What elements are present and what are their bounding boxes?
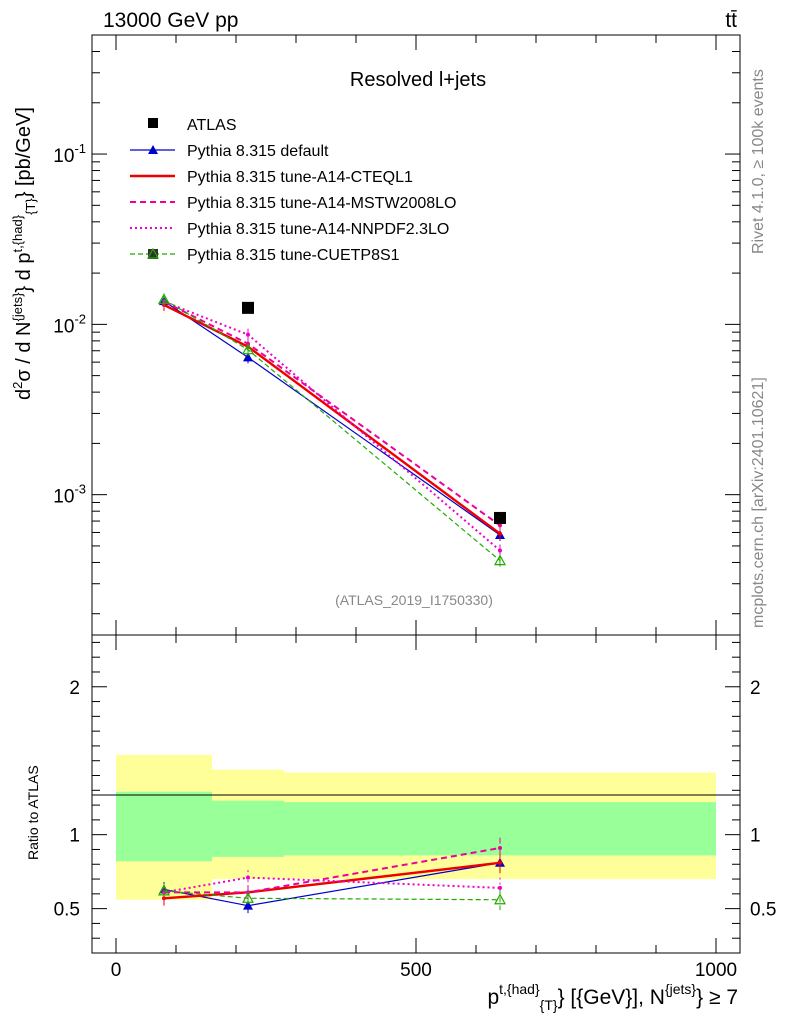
rivet-watermark: Rivet 4.1.0, ≥ 100k events: [750, 69, 767, 254]
ratio-line-cuetp8s1: [163, 890, 501, 901]
main-y-axis-label: d2σ / d N{jets}} d pt,{had}{T}} [pb/GeV]: [10, 107, 38, 400]
ratio-y-tick-label-right: 1: [750, 826, 761, 847]
main-y-tick-label: 10-1: [53, 141, 86, 167]
main-line-cuetp8s1: [163, 298, 501, 562]
legend-label-nnpdf: Pythia 8.315 tune-A14-NNPDF2.3LO: [187, 221, 449, 238]
main-line-nnpdf: [163, 300, 501, 552]
main-marker-cteql1: [498, 531, 502, 536]
ratio-band-green: [116, 791, 212, 862]
ratio-marker-mstw: [498, 845, 502, 850]
main-series: [157, 293, 507, 567]
ratio-marker-nnpdf: [246, 875, 250, 880]
ratio-y-axis-label: Ratio to ATLAS: [25, 765, 41, 860]
ratio-y-tick-label-right: 0.5: [750, 900, 776, 921]
ratio-y-tick-label-left: 2: [69, 678, 80, 699]
main-marker-mstw: [498, 523, 502, 528]
x-tick-label: 500: [400, 960, 432, 981]
legend-label-cteql1: Pythia 8.315 tune-A14-CTEQL1: [187, 169, 413, 186]
main-axis-ticks: 10-3 10-2 10-1: [53, 34, 740, 635]
legend-marker-cuetp8s1: [146, 247, 160, 259]
legend-marker-default: [148, 145, 158, 154]
legend-label-default: Pythia 8.315 default: [187, 143, 329, 160]
chart-title: Resolved l+jets: [350, 69, 486, 91]
energy-label: 13000 GeV pp: [103, 9, 238, 32]
analysis-label: (ATLAS_2019_I1750330): [335, 592, 493, 608]
main-marker-nnpdf: [498, 548, 502, 553]
main-marker-cuetp8s1: [493, 554, 507, 566]
ratio-marker-cuetp8s1: [493, 893, 507, 905]
legend-label-mstw: Pythia 8.315 tune-A14-MSTW2008LO: [187, 195, 456, 212]
atlas-data-points: [242, 301, 506, 524]
ratio-band-green: [212, 800, 284, 857]
main-y-tick-label: 10-2: [53, 311, 86, 337]
ratio-marker-cuetp8s1: [157, 884, 171, 896]
ratio-marker-nnpdf: [498, 885, 502, 890]
legend: ATLAS Pythia 8.315 default Pythia 8.315 …: [130, 117, 456, 264]
main-panel: 10-3 10-2 10-1 Resolved l+jets (ATLAS_2019…: [10, 34, 741, 636]
main-marker-nnpdf: [246, 332, 250, 337]
process-label: tt̄: [725, 9, 737, 32]
legend-label-cuetp8s1: Pythia 8.315 tune-CUETP8S1: [187, 247, 400, 264]
ratio-line-nnpdf: [163, 876, 501, 894]
x-tick-label: 0: [111, 960, 122, 981]
main-line-default: [163, 300, 501, 536]
atlas-data-point: [242, 301, 254, 314]
main-y-tick-label: 10-3: [53, 482, 86, 508]
main-marker-default: [243, 352, 253, 362]
ratio-y-tick-label-right: 2: [750, 678, 761, 699]
x-axis-label: pt,{had}{T}} [{GeV}], N{jets}} ≥ 7: [487, 981, 738, 1013]
main-marker-cuetp8s1: [157, 293, 171, 305]
svg-text:d2σ / d N{jets}} d pt,{had}{T}: d2σ / d N{jets}} d pt,{had}{T}} [pb/GeV]: [10, 107, 38, 400]
ratio-marker-default: [243, 900, 253, 910]
x-tick-label: 1000: [695, 960, 737, 981]
ratio-uncertainty-bands: [116, 754, 716, 900]
legend-box-cuetp8s1: [148, 249, 158, 259]
legend-label-atlas: ATLAS: [187, 117, 237, 134]
mcplots-watermark: mcplots.cern.ch [arXiv:2401.10621]: [750, 377, 767, 628]
ratio-y-tick-label-left: 0.5: [54, 900, 80, 921]
ratio-axis-ticks: 0.5 0.5 1 1 2 2 0 500 1000: [54, 635, 776, 981]
legend-marker-atlas: [148, 118, 158, 128]
main-marker-cuetp8s1: [241, 343, 255, 355]
atlas-data-point: [494, 511, 506, 524]
ratio-marker-cteql1: [498, 860, 502, 865]
ratio-panel: 0.5 0.5 1 1 2 2 0 500 1000 Ratio to ATLAS pt,{ha…: [25, 634, 776, 1013]
ratio-marker-cuetp8s1: [241, 892, 255, 903]
ratio-y-tick-label-left: 1: [69, 826, 80, 847]
ratio-series: [157, 837, 507, 914]
